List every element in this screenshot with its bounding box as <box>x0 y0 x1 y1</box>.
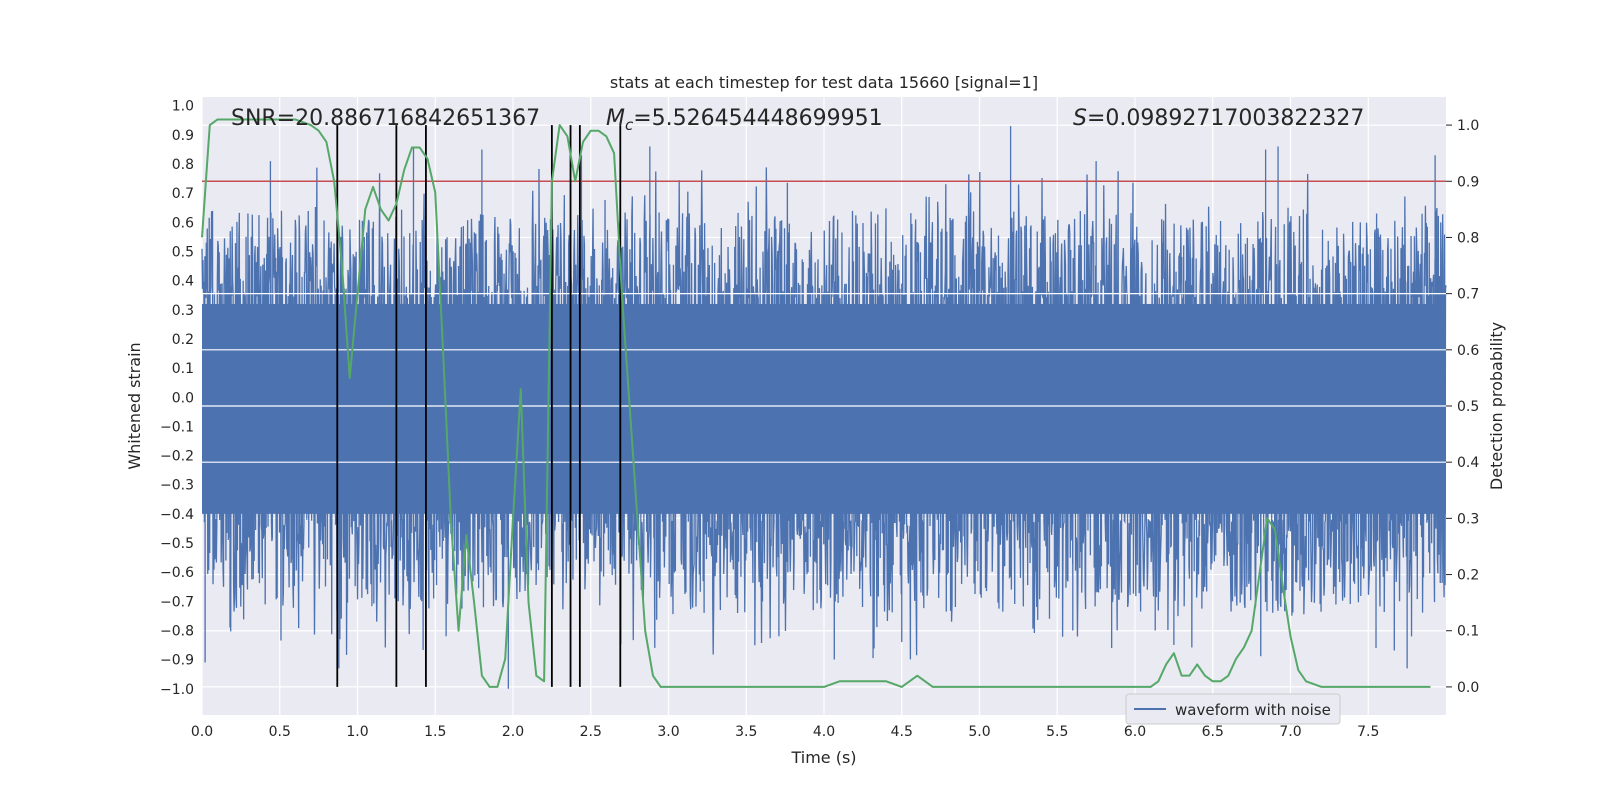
waveform-series <box>201 126 1447 689</box>
legend-box <box>1125 693 1341 725</box>
x-tick-label: 1.0 <box>346 724 368 740</box>
x-tick-label: 5.0 <box>968 724 990 740</box>
x-tick-label: 3.5 <box>735 724 757 740</box>
x-tick-label: 3.0 <box>657 724 679 740</box>
y-tick-label: 0.9 <box>172 128 194 144</box>
y2-tick-label: 0.9 <box>1457 174 1479 190</box>
legend-label: waveform with noise <box>1175 701 1331 719</box>
y2-tick-label: 1.0 <box>1457 118 1479 134</box>
x-tick-label: 6.0 <box>1124 724 1146 740</box>
y2-tick-label: 0.5 <box>1457 399 1479 415</box>
legend: waveform with noise <box>1125 693 1341 725</box>
y-tick-label: 0.7 <box>172 186 194 202</box>
x-tick-label: 2.5 <box>580 724 602 740</box>
y-tick-label: −0.7 <box>160 594 194 610</box>
snr-annotation: SNR=20.886716842651367 <box>231 106 540 131</box>
x-tick-label: 0.5 <box>269 724 291 740</box>
s-annotation: S=0.09892717003822327 <box>1073 106 1364 131</box>
chart-title: stats at each timestep for test data 156… <box>610 73 1038 92</box>
y-tick-label: 0.6 <box>172 215 194 231</box>
y2-tick-label: 0.8 <box>1457 230 1479 246</box>
y-tick-label: −1.0 <box>160 682 194 698</box>
y-tick-label: −0.6 <box>160 565 194 581</box>
y-axis-label: Whitened strain <box>125 342 144 469</box>
chirp-mass-annotation: Mc=5.526454448699951 <box>606 106 883 134</box>
y-tick-label: −0.5 <box>160 536 194 552</box>
y-tick-label: 1.0 <box>172 99 194 115</box>
y-tick-label: 0.4 <box>172 274 194 290</box>
y-tick-label: −0.3 <box>160 478 194 494</box>
y-tick-label: 0.2 <box>172 332 194 348</box>
x-tick-label: 4.0 <box>813 724 835 740</box>
y2-tick-labels: 0.0 0.1 0.2 0.3 0.4 0.5 0.6 0.7 0.8 0.9 1.0 <box>1446 118 1479 696</box>
y-tick-label: −0.4 <box>160 507 194 523</box>
y2-tick-label: 0.4 <box>1457 455 1479 471</box>
y-tick-label: 0.0 <box>172 390 194 406</box>
y2-tick-label: 0.2 <box>1457 568 1479 584</box>
x-tick-label: 6.5 <box>1202 724 1224 740</box>
y2-tick-label: 0.0 <box>1457 680 1479 696</box>
detection-probability-line <box>201 118 1431 688</box>
x-tick-label: 1.5 <box>424 724 446 740</box>
y2-tick-label: 0.1 <box>1457 624 1479 640</box>
x-tick-label: 7.0 <box>1279 724 1301 740</box>
y-tick-label: −0.1 <box>160 419 194 435</box>
y-tick-label: 0.1 <box>172 361 194 377</box>
y-tick-label: −0.2 <box>160 449 194 465</box>
y2-tick-label: 0.6 <box>1457 343 1479 359</box>
x-tick-labels: 0.0 0.5 1.0 1.5 2.0 2.5 3.0 3.5 4.0 4.5 5.0 5.5 6.0 6… <box>191 724 1380 740</box>
y-tick-label: 0.3 <box>172 303 194 319</box>
y-tick-label: −0.9 <box>160 653 194 669</box>
x-tick-label: 0.0 <box>191 724 213 740</box>
waveform-core-band <box>202 303 1446 514</box>
x-tick-label: 2.0 <box>502 724 524 740</box>
y-tick-label: −0.8 <box>160 623 194 639</box>
y2-axis-label: Detection probability <box>1487 322 1506 490</box>
y2-tick-label: 0.7 <box>1457 287 1479 303</box>
x-tick-label: 7.5 <box>1357 724 1379 740</box>
x-tick-label: 4.5 <box>891 724 913 740</box>
y2-tick-label: 0.3 <box>1457 511 1479 527</box>
x-axis-label: Time (s) <box>790 748 856 767</box>
y-tick-labels: 1.0 0.9 0.8 0.7 0.6 0.5 0.4 0.3 0.2 0.1 0.0 −0.1 −0.… <box>160 99 194 698</box>
detection-probability-layer <box>201 118 1431 688</box>
y-tick-label: 0.8 <box>172 157 194 173</box>
x-tick-label: 5.5 <box>1046 724 1068 740</box>
y-tick-label: 0.5 <box>172 245 194 261</box>
